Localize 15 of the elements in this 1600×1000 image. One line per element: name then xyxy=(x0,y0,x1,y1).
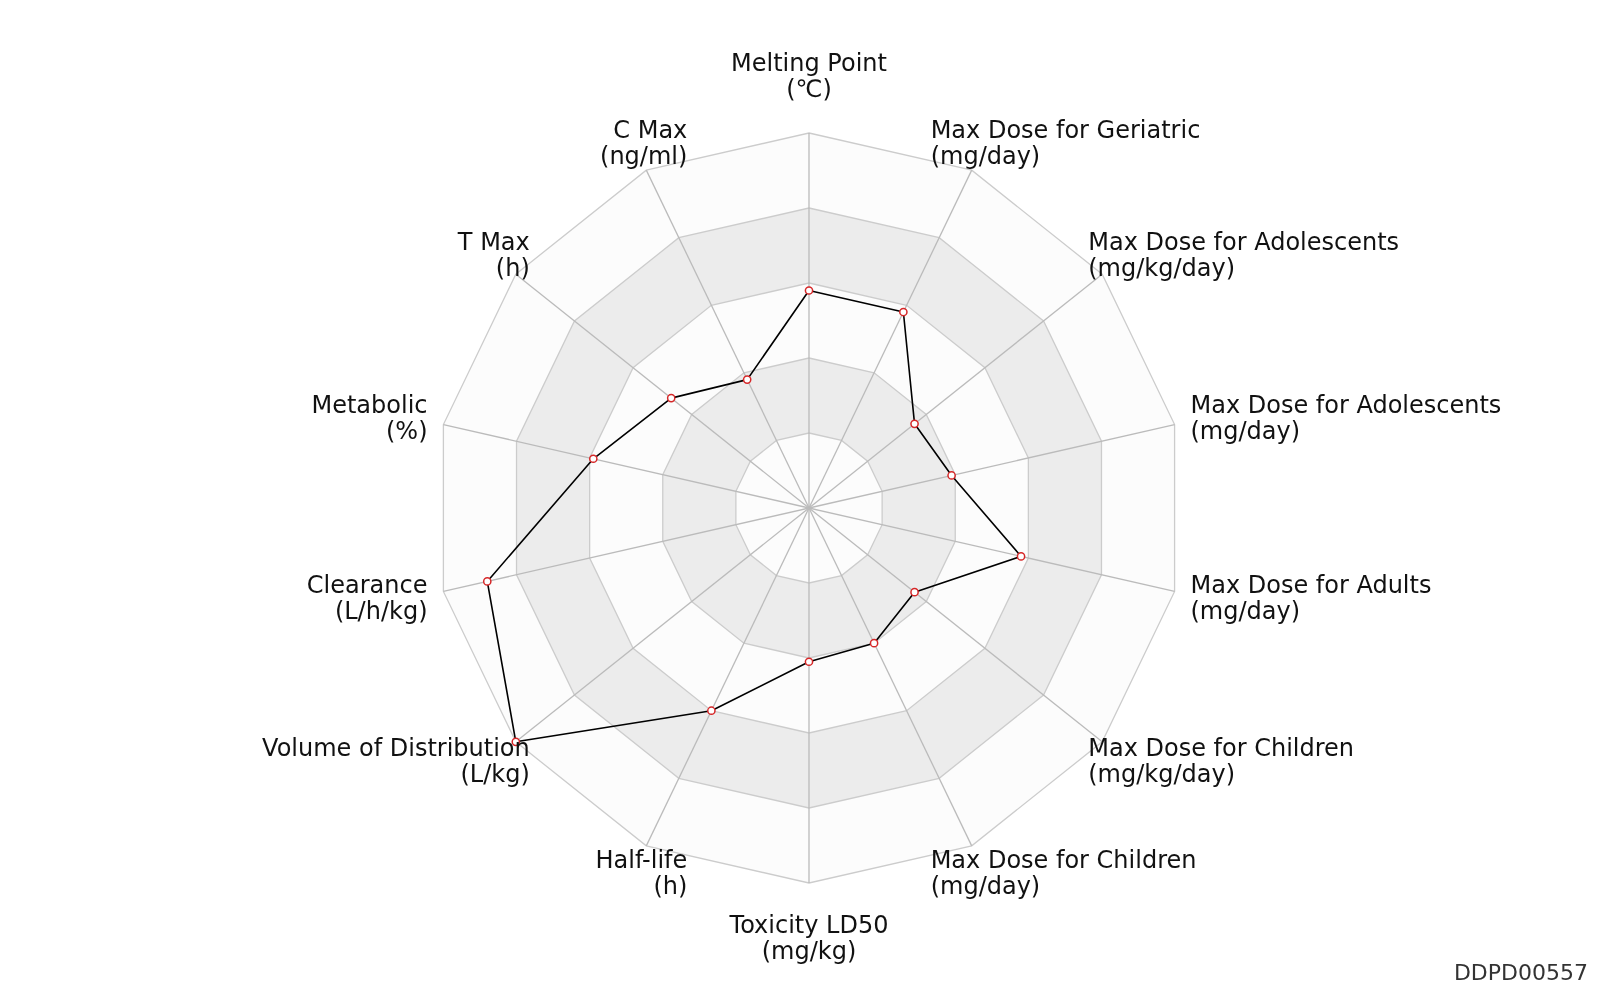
spoke-label: Max Dose for Adults (mg/day) xyxy=(1190,571,1432,626)
spoke-label: Melting Point (℃) xyxy=(731,49,887,103)
spoke-label: Max Dose for Adolescents (mg/kg/day) xyxy=(1088,228,1400,283)
spoke-label: Max Dose for Geriatric (mg/day) xyxy=(930,116,1201,171)
spoke-label: Max Dose for Children (mg/kg/day) xyxy=(1088,733,1355,788)
spoke-label: C Max (ng/ml) xyxy=(600,116,688,171)
spoke-label: Clearance (L/h/kg) xyxy=(306,571,428,626)
spoke-label: T Max (h) xyxy=(456,228,530,283)
spoke-label: Max Dose for Adolescents (mg/day) xyxy=(1190,390,1502,445)
spoke-label: Volume of Distribution (L/kg) xyxy=(262,733,530,788)
spoke-label: Half-life (h) xyxy=(595,845,688,900)
spoke-label: Metabolic (%) xyxy=(311,390,428,445)
spoke-label: Max Dose for Children (mg/day) xyxy=(930,845,1197,900)
spoke-label: Toxicity LD50 (mg/kg) xyxy=(728,911,889,965)
text: DDPD00557 xyxy=(1453,960,1588,985)
